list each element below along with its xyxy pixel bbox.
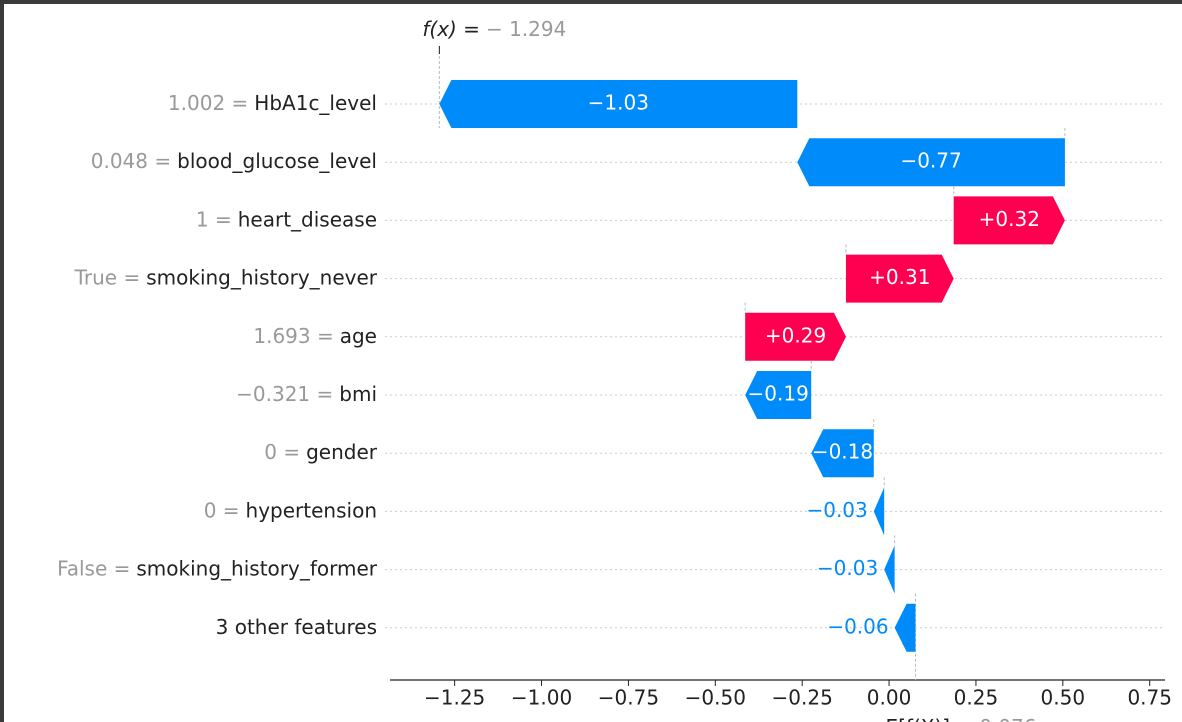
value-label: −0.03 bbox=[806, 498, 867, 522]
x-tick-label: −1.25 bbox=[424, 686, 485, 710]
bar bbox=[745, 312, 846, 361]
x-tick-label: 0.25 bbox=[954, 686, 999, 710]
bar bbox=[953, 196, 1065, 245]
feature-name: hypertension bbox=[246, 498, 377, 522]
value-label: −0.06 bbox=[827, 614, 888, 638]
feature-value: 0 = bbox=[264, 440, 300, 464]
feature-label: 1.002 = HbA1c_level bbox=[168, 91, 377, 115]
value-label: −0.77 bbox=[900, 149, 961, 173]
bar bbox=[811, 429, 874, 478]
base-value: 0.076 bbox=[979, 715, 1036, 722]
fx-label: f(x) = − 1.294 bbox=[422, 17, 566, 41]
feature-name: HbA1c_level bbox=[254, 91, 377, 115]
feature-value: True = bbox=[74, 265, 141, 289]
feature-label: True = smoking_history_never bbox=[74, 265, 378, 289]
value-label: −1.03 bbox=[588, 91, 649, 115]
bar bbox=[797, 138, 1065, 187]
feature-name: 3 other features bbox=[216, 614, 377, 638]
value-label: +0.32 bbox=[979, 207, 1040, 231]
bar bbox=[894, 603, 916, 652]
feature-name: smoking_history_never bbox=[146, 265, 378, 289]
feature-name: smoking_history_former bbox=[136, 556, 377, 580]
feature-value: 0 = bbox=[204, 498, 240, 522]
feature-label: 0 = hypertension bbox=[204, 498, 377, 522]
bar bbox=[745, 371, 812, 419]
fx-prefix: f(x) = bbox=[422, 17, 480, 41]
feature-name: bmi bbox=[339, 382, 377, 406]
x-tick-label: −0.75 bbox=[598, 686, 659, 710]
value-label: −0.19 bbox=[748, 382, 809, 406]
bar bbox=[845, 254, 954, 303]
value-label: −0.18 bbox=[812, 440, 873, 464]
feature-label: 0.048 = blood_glucose_level bbox=[91, 149, 377, 173]
x-tick-label: 0.50 bbox=[1041, 686, 1086, 710]
feature-value: 1 = bbox=[196, 207, 232, 231]
feature-name: gender bbox=[306, 440, 378, 464]
value-label: −0.03 bbox=[817, 556, 878, 580]
feature-label: 3 other features bbox=[216, 614, 377, 638]
feature-value: 1.693 = bbox=[253, 323, 333, 347]
x-tick-label: 0.00 bbox=[867, 686, 912, 710]
base-label: E[f(X)] = 0.076 bbox=[885, 715, 1036, 722]
feature-name: age bbox=[340, 323, 377, 347]
feature-value: −0.321 = bbox=[236, 382, 333, 406]
x-tick-label: 0.75 bbox=[1127, 686, 1172, 710]
x-tick-label: −0.25 bbox=[772, 686, 833, 710]
feature-label: 0 = gender bbox=[264, 440, 378, 464]
x-tick-label: −1.00 bbox=[511, 686, 572, 710]
x-tick-label: −0.50 bbox=[685, 686, 746, 710]
bar bbox=[439, 80, 798, 128]
feature-label: False = smoking_history_former bbox=[57, 556, 378, 580]
feature-value: 0.048 = bbox=[91, 149, 171, 173]
feature-label: −0.321 = bmi bbox=[236, 382, 377, 406]
feature-label: 1 = heart_disease bbox=[196, 207, 377, 231]
base-prefix: E[f(X)] = bbox=[885, 715, 973, 722]
feature-name: blood_glucose_level bbox=[177, 149, 377, 173]
feature-value: False = bbox=[57, 556, 130, 580]
fx-value: − 1.294 bbox=[486, 17, 566, 41]
feature-name: heart_disease bbox=[238, 207, 377, 231]
bar bbox=[884, 545, 895, 594]
feature-value: 1.002 = bbox=[168, 91, 248, 115]
value-label: +0.31 bbox=[869, 265, 930, 289]
bar bbox=[873, 487, 885, 536]
feature-label: 1.693 = age bbox=[253, 323, 377, 347]
value-label: +0.29 bbox=[765, 323, 826, 347]
